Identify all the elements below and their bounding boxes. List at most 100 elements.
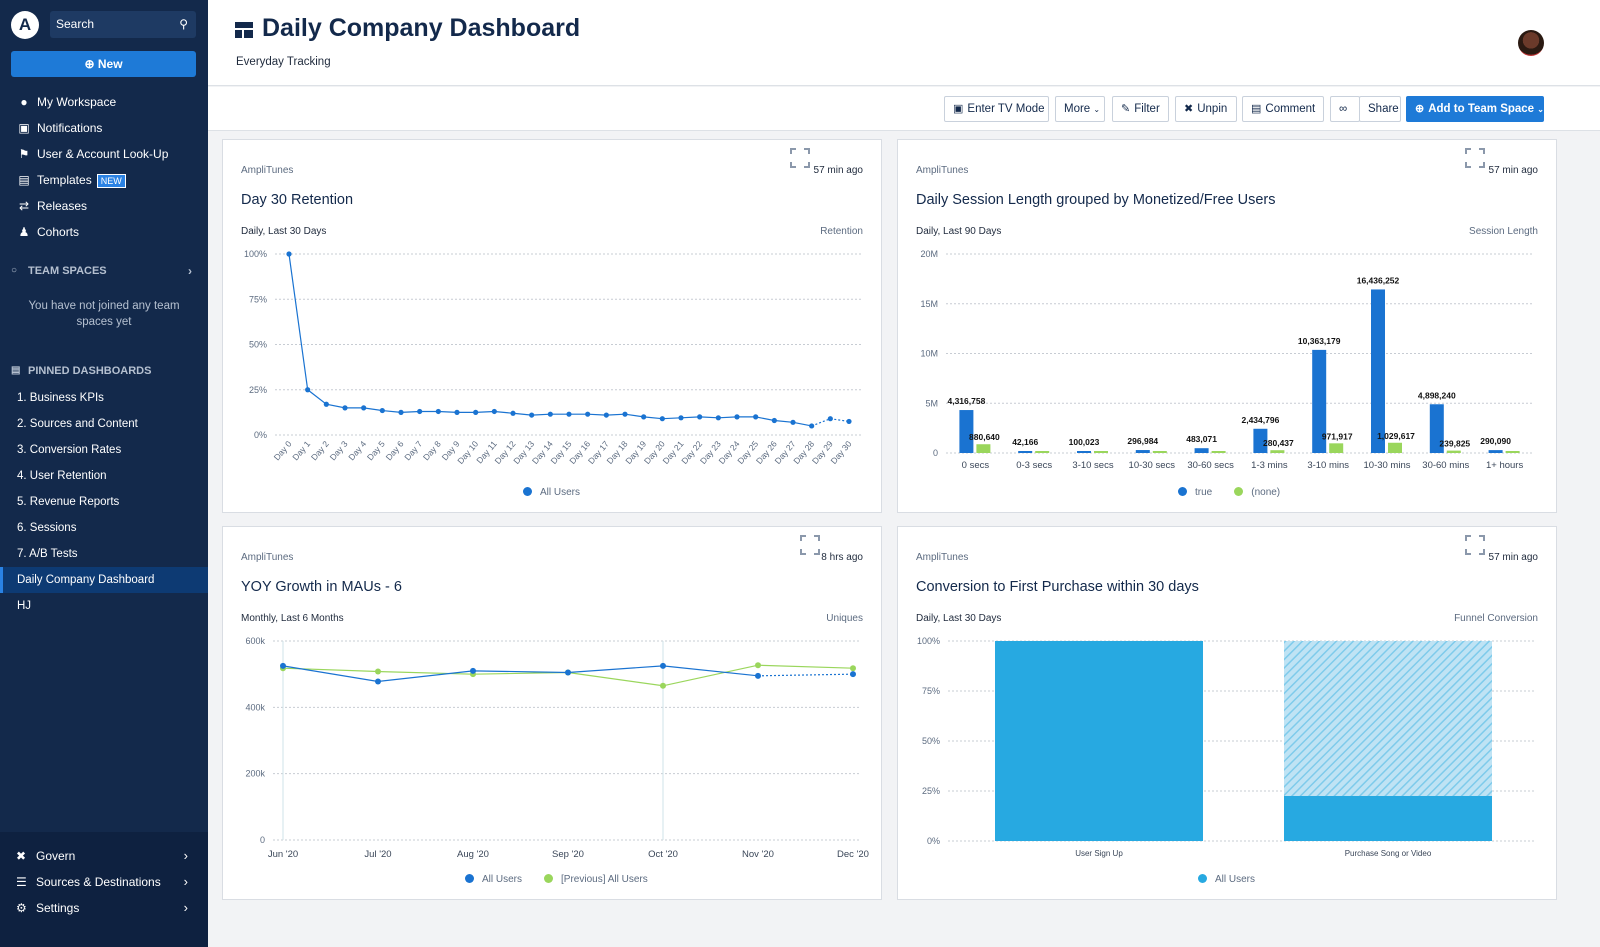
x-tick-label: 3-10 secs (1072, 460, 1113, 471)
sources-icon: ☰ (16, 875, 27, 889)
chart-title: Day 30 Retention (241, 192, 354, 208)
sidebar-item-my-workspace[interactable]: ● My Workspace (0, 89, 208, 115)
plus-icon: ⊕ (84, 57, 95, 71)
sidebar-item-notifications[interactable]: ▣ Notifications (0, 115, 208, 141)
new-button[interactable]: ⊕ New (11, 51, 196, 77)
card-source: AmpliTunes (241, 552, 294, 563)
pinned-dashboard-item[interactable]: 7. A/B Tests (17, 548, 78, 560)
legend-item[interactable]: All Users (465, 874, 522, 885)
legend-label: (none) (1251, 487, 1281, 498)
expand-icon[interactable] (790, 148, 810, 168)
share-button[interactable]: Share (1359, 96, 1401, 122)
data-label: 100,023 (1069, 437, 1100, 447)
sidebar-item-cohorts[interactable]: ♟ Cohorts (0, 219, 208, 245)
legend-dot (1178, 487, 1187, 496)
expand-icon[interactable] (1465, 535, 1485, 555)
data-point (697, 414, 703, 420)
bar-none (1270, 450, 1285, 453)
amplitude-logo[interactable]: A (11, 11, 39, 39)
copy-link-button[interactable]: ∞ (1330, 96, 1360, 122)
page-header: Daily Company Dashboard Everyday Trackin… (208, 0, 1600, 86)
filter-button[interactable]: ✎ Filter (1112, 96, 1169, 122)
y-tick-label: 75% (249, 294, 267, 304)
y-tick-label: 600k (245, 636, 265, 646)
legend-label: true (1195, 487, 1213, 498)
data-point (547, 411, 553, 417)
legend-item[interactable]: All Users (523, 487, 580, 498)
sidebar-item-label: Cohorts (37, 225, 80, 239)
comment-button[interactable]: ▤ Comment (1242, 96, 1324, 122)
legend-item[interactable]: (none) (1234, 487, 1280, 498)
data-point (755, 672, 761, 679)
legend-item[interactable]: All Users (1198, 874, 1255, 885)
pinned-dashboard-item[interactable]: 6. Sessions (17, 522, 77, 534)
sidebar-item-user-lookup[interactable]: ⚑ User & Account Look-Up (0, 141, 208, 167)
nav-settings[interactable]: ⚙ Settings › (0, 895, 208, 921)
chart-card-mau-growth[interactable]: AmpliTunes 8 hrs ago YOY Growth in MAUs - … (222, 526, 882, 900)
pinned-dashboard-item[interactable]: HJ (17, 600, 32, 612)
pinned-dashboard-item[interactable]: 5. Revenue Reports (17, 496, 120, 508)
tv-mode-label: Enter TV Mode (967, 103, 1045, 115)
data-label: 280,437 (1263, 438, 1294, 448)
y-tick-label: 0 (933, 448, 938, 458)
legend-item[interactable]: true (1178, 487, 1212, 498)
cohorts-icon: ♟ (18, 225, 30, 239)
bar-true (1135, 450, 1150, 453)
expand-icon[interactable] (800, 535, 820, 555)
y-tick-label: 15M (920, 299, 938, 309)
legend-dot (523, 487, 532, 496)
pinned-dashboard-item[interactable]: 4. User Retention (17, 470, 107, 482)
team-spaces-label: TEAM SPACES (28, 265, 107, 277)
bar-true (1018, 451, 1033, 453)
x-tick-label: Day 0 (272, 439, 294, 463)
nav-label: Sources & Destinations (36, 875, 161, 889)
pinned-dashboard-item[interactable]: 1. Business KPIs (17, 392, 104, 404)
chart-title: Conversion to First Purchase within 30 d… (916, 579, 1199, 595)
x-tick-label: 30-60 secs (1187, 460, 1234, 471)
chart-card-conversion[interactable]: AmpliTunes 57 min ago Conversion to First … (897, 526, 1557, 900)
pinned-dashboard-item[interactable]: Daily Company Dashboard (0, 567, 208, 593)
x-tick-label: Day 30 (829, 439, 854, 466)
x-tick-label: 3-10 mins (1307, 460, 1349, 471)
data-point (473, 409, 479, 415)
data-point (585, 411, 591, 417)
data-point (566, 411, 572, 417)
x-tick-label: Dec '20 (837, 849, 869, 860)
enter-tv-mode-button[interactable]: ▣ Enter TV Mode (944, 96, 1049, 122)
x-tick-label: Day 1 (290, 439, 312, 463)
comment-icon: ▤ (1251, 103, 1262, 115)
last-updated: 57 min ago (813, 165, 863, 176)
avatar[interactable] (1518, 30, 1544, 56)
chart-card-retention[interactable]: AmpliTunes 57 min ago Day 30 Retention Dail… (222, 139, 882, 513)
unpin-button[interactable]: ✖ Unpin (1175, 96, 1237, 122)
search-input[interactable]: Search ⚲ (50, 11, 196, 38)
pinned-dashboard-item[interactable]: 3. Conversion Rates (17, 444, 122, 456)
team-spaces-header[interactable]: ○ TEAM SPACES › (0, 261, 208, 281)
data-point (510, 410, 516, 416)
chart-svg: 20M 15M 10M 5M 0 4,316,758 880,640 0 secs 42,166… (920, 249, 1534, 471)
data-label: 483,071 (1186, 434, 1217, 444)
nav-govern[interactable]: ✖ Govern › (0, 843, 208, 869)
sidebar-item-releases[interactable]: ⇄ Releases (0, 193, 208, 219)
share-label: Share (1368, 103, 1399, 115)
pinned-dashboard-item[interactable]: 2. Sources and Content (17, 418, 138, 430)
data-point (361, 405, 367, 411)
x-tick-label: User Sign Up (1075, 849, 1123, 858)
legend-item[interactable]: [Previous] All Users (544, 874, 648, 885)
sidebar-item-templates[interactable]: ▤ Templates NEW (0, 167, 208, 193)
add-to-team-space-button[interactable]: ⊕ Add to Team Space ⌄ (1406, 96, 1544, 122)
data-point (375, 668, 381, 675)
bar-none (1446, 450, 1461, 453)
pinned-label: PINNED DASHBOARDS (28, 365, 152, 377)
card-source: AmpliTunes (916, 552, 969, 563)
bar-none (1152, 451, 1167, 453)
user-lookup-icon: ⚑ (18, 147, 30, 161)
chart-card-session-length[interactable]: AmpliTunes 57 min ago Daily Session Length… (897, 139, 1557, 513)
bottom-nav: ✖ Govern › ☰ Sources & Destinations › ⚙ Setti… (0, 832, 208, 947)
expand-icon[interactable] (1465, 148, 1485, 168)
last-updated: 8 hrs ago (821, 552, 863, 563)
nav-sources-destinations[interactable]: ☰ Sources & Destinations › (0, 869, 208, 895)
more-dropdown[interactable]: More ⌄ (1055, 96, 1105, 122)
search-placeholder: Search (56, 17, 95, 31)
